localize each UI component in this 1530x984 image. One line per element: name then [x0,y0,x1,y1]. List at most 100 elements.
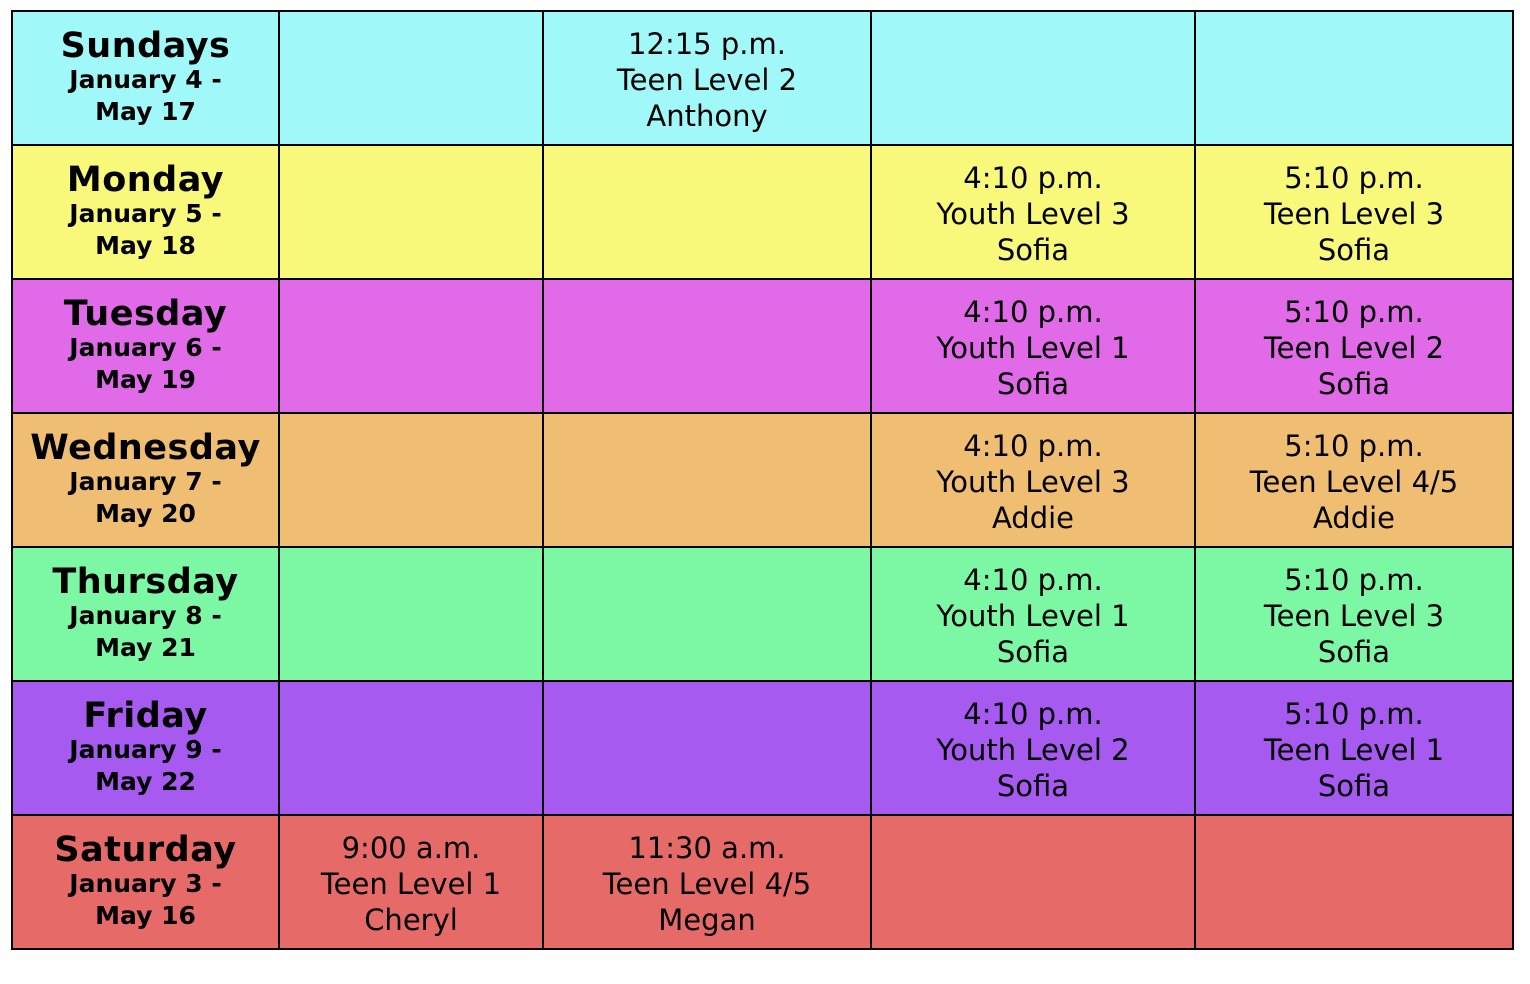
day-start-date: January 7 - [69,467,222,497]
day-end-date: May 17 [95,97,196,127]
day-name: Sundays [60,25,231,66]
class-slot-cell: 5:10 p.m. Teen Level 3 Sofia [1194,546,1514,682]
class-level: Teen Level 4/5 [602,867,812,901]
class-entry: 4:10 p.m. Youth Level 3 Addie [872,414,1194,536]
schedule-row: Sundays January 4 - May 17 12:15 p.m. Te… [11,10,1514,146]
class-slot-cell: 11:30 a.m. Teen Level 4/5 Megan [542,814,872,950]
class-instructor: Anthony [646,99,768,133]
class-slot-cell: 4:10 p.m. Youth Level 1 Sofia [870,546,1196,682]
class-entry: 5:10 p.m. Teen Level 3 Sofia [1196,146,1512,268]
day-end-date: May 20 [95,499,196,529]
class-instructor: Cheryl [364,903,458,937]
day-start-date: January 3 - [69,869,222,899]
class-instructor: Sofia [1317,233,1391,267]
day-cell: Sundays January 4 - May 17 [11,10,280,146]
class-level: Youth Level 3 [936,465,1130,499]
class-entry: 9:00 a.m. Teen Level 1 Cheryl [280,816,542,938]
day-end-date: May 19 [95,365,196,395]
class-entry: 4:10 p.m. Youth Level 1 Sofia [872,280,1194,402]
class-slot-cell [278,412,544,548]
day-name: Monday [66,159,225,200]
class-schedule-table: Sundays January 4 - May 17 12:15 p.m. Te… [11,10,1514,950]
schedule-row: Tuesday January 6 - May 19 4:10 p.m. You… [11,278,1514,414]
class-slot-cell: 12:15 p.m. Teen Level 2 Anthony [542,10,872,146]
class-level: Teen Level 4/5 [1249,465,1459,499]
class-slot-cell [278,10,544,146]
class-level: Youth Level 2 [936,733,1130,767]
class-slot-cell [278,278,544,414]
class-slot-cell [278,680,544,816]
class-time: 5:10 p.m. [1284,429,1424,463]
class-time: 4:10 p.m. [963,161,1103,195]
class-slot-cell: 4:10 p.m. Youth Level 3 Sofia [870,144,1196,280]
class-entry: 5:10 p.m. Teen Level 3 Sofia [1196,548,1512,670]
schedule-body: Sundays January 4 - May 17 12:15 p.m. Te… [11,10,1514,950]
class-instructor: Sofia [1317,769,1391,803]
class-level: Youth Level 1 [936,331,1130,365]
class-time: 4:10 p.m. [963,697,1103,731]
class-level: Youth Level 1 [936,599,1130,633]
class-level: Youth Level 3 [936,197,1130,231]
schedule-row: Wednesday January 7 - May 20 4:10 p.m. Y… [11,412,1514,548]
day-end-date: May 16 [95,901,196,931]
day-end-date: May 22 [95,767,196,797]
day-name: Wednesday [30,427,261,468]
class-slot-cell: 4:10 p.m. Youth Level 1 Sofia [870,278,1196,414]
class-instructor: Addie [991,501,1075,535]
day-cell: Tuesday January 6 - May 19 [11,278,280,414]
class-slot-cell [542,412,872,548]
class-entry: 4:10 p.m. Youth Level 1 Sofia [872,548,1194,670]
day-cell: Thursday January 8 - May 21 [11,546,280,682]
class-instructor: Sofia [996,769,1070,803]
class-entry: 4:10 p.m. Youth Level 2 Sofia [872,682,1194,804]
class-entry: 11:30 a.m. Teen Level 4/5 Megan [544,816,870,938]
class-entry: 5:10 p.m. Teen Level 2 Sofia [1196,280,1512,402]
class-level: Teen Level 3 [1263,599,1445,633]
day-cell: Monday January 5 - May 18 [11,144,280,280]
day-name: Tuesday [63,293,228,334]
class-slot-cell [542,546,872,682]
class-slot-cell [278,144,544,280]
class-slot-cell: 5:10 p.m. Teen Level 2 Sofia [1194,278,1514,414]
class-entry: 5:10 p.m. Teen Level 4/5 Addie [1196,414,1512,536]
class-slot-cell: 4:10 p.m. Youth Level 2 Sofia [870,680,1196,816]
class-time: 11:30 a.m. [628,831,786,865]
day-end-date: May 21 [95,633,196,663]
class-entry: 12:15 p.m. Teen Level 2 Anthony [544,12,870,134]
class-instructor: Sofia [996,635,1070,669]
day-start-date: January 6 - [69,333,222,363]
class-instructor: Addie [1312,501,1396,535]
class-slot-cell: 4:10 p.m. Youth Level 3 Addie [870,412,1196,548]
class-time: 5:10 p.m. [1284,295,1424,329]
day-name: Saturday [54,829,237,870]
class-slot-cell [278,546,544,682]
class-instructor: Sofia [996,233,1070,267]
day-name: Friday [83,695,208,736]
class-entry: 4:10 p.m. Youth Level 3 Sofia [872,146,1194,268]
schedule-row: Saturday January 3 - May 16 9:00 a.m. Te… [11,814,1514,950]
class-level: Teen Level 1 [1263,733,1445,767]
class-slot-cell [542,144,872,280]
class-level: Teen Level 1 [320,867,502,901]
day-cell: Friday January 9 - May 22 [11,680,280,816]
day-start-date: January 8 - [69,601,222,631]
class-instructor: Megan [658,903,756,937]
schedule-row: Monday January 5 - May 18 4:10 p.m. Yout… [11,144,1514,280]
day-start-date: January 9 - [69,735,222,765]
day-end-date: May 18 [95,231,196,261]
class-slot-cell [542,680,872,816]
class-slot-cell: 9:00 a.m. Teen Level 1 Cheryl [278,814,544,950]
class-slot-cell [542,278,872,414]
class-slot-cell [1194,814,1514,950]
class-instructor: Sofia [1317,635,1391,669]
class-slot-cell: 5:10 p.m. Teen Level 4/5 Addie [1194,412,1514,548]
class-time: 4:10 p.m. [963,295,1103,329]
class-time: 12:15 p.m. [628,27,786,61]
class-time: 5:10 p.m. [1284,697,1424,731]
class-time: 5:10 p.m. [1284,563,1424,597]
class-level: Teen Level 3 [1263,197,1445,231]
class-entry: 5:10 p.m. Teen Level 1 Sofia [1196,682,1512,804]
class-slot-cell [870,10,1196,146]
class-level: Teen Level 2 [616,63,798,97]
schedule-row: Friday January 9 - May 22 4:10 p.m. Yout… [11,680,1514,816]
